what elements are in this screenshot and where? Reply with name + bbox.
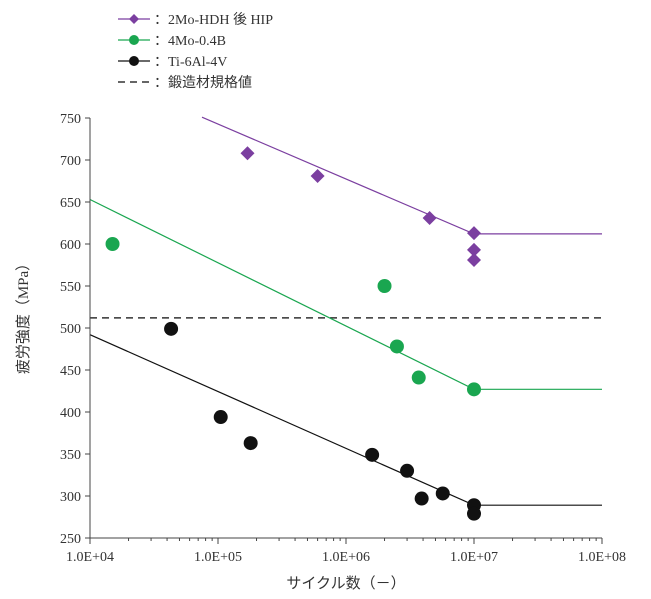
x-tick-label: 1.0E+08 [578, 550, 626, 565]
x-axis-label: サイクル数（－） [286, 575, 405, 592]
data-point [467, 226, 481, 241]
y-tick-label: 750 [60, 112, 81, 127]
data-point [105, 237, 120, 251]
data-point [467, 242, 481, 257]
data-point [240, 146, 255, 161]
y-tick-label: 350 [60, 448, 81, 463]
x-axis: 1.0E+04 1.0E+05 1.0E+06 1.0E+07 1.0E+08 [66, 537, 626, 565]
y-tick-label: 500 [60, 322, 81, 337]
data-point [365, 447, 380, 462]
data-point [377, 279, 392, 293]
x-tick-label: 1.0E+06 [322, 550, 370, 565]
fit-line [201, 116, 602, 235]
y-tick-label: 400 [60, 406, 81, 421]
fit-line [89, 334, 602, 506]
plot-area [89, 116, 602, 521]
legend-label: ：鍛造材規格値 [154, 75, 252, 91]
legend-label: ：2Mo-HDH 後 HIP [154, 12, 273, 28]
data-point [414, 491, 429, 506]
data-point [213, 410, 228, 425]
legend-marker [129, 56, 139, 66]
y-tick-label: 650 [60, 196, 81, 211]
data-point [467, 252, 481, 267]
legend-marker [129, 35, 139, 45]
data-point [467, 382, 481, 397]
data-point [400, 463, 415, 478]
legend: ：2Mo-HDH 後 HIP ：4Mo-0.4B ：Ti-6Al-4V ：鍛造材規格値 [118, 12, 273, 91]
data-point [164, 321, 179, 336]
data-point [467, 506, 481, 521]
legend-label: ：Ti-6Al-4V [154, 55, 227, 70]
data-point [310, 168, 325, 183]
fit-line [89, 198, 602, 390]
y-tick-label: 450 [60, 364, 81, 379]
x-tick-label: 1.0E+04 [66, 550, 114, 565]
y-axis-label: 疲労強度（MPa） [15, 256, 32, 374]
data-point [411, 370, 426, 385]
y-tick-label: 700 [60, 154, 81, 169]
data-point [435, 486, 450, 501]
y-tick-label: 550 [60, 280, 81, 295]
legend-marker [129, 14, 139, 24]
y-tick-label: 250 [60, 532, 81, 547]
y-axis: 250 300 350 400 450 500 550 600 650 700 750 [60, 112, 91, 547]
data-point [243, 436, 258, 451]
data-point [389, 339, 404, 354]
y-tick-label: 600 [60, 238, 81, 253]
data-point [422, 210, 437, 225]
y-tick-label: 300 [60, 490, 81, 505]
legend-label: ：4Mo-0.4B [154, 34, 226, 49]
x-tick-label: 1.0E+07 [450, 550, 498, 565]
x-tick-label: 1.0E+05 [194, 550, 242, 565]
